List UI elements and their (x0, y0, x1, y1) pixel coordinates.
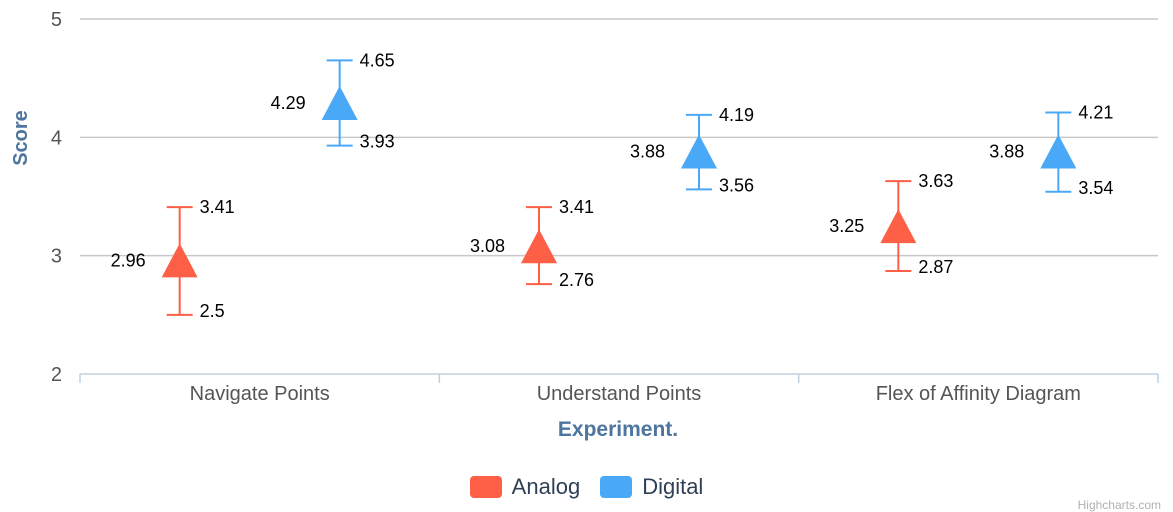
y-axis: 2 3 4 5 (51, 9, 62, 386)
error-low-label: 2.76 (559, 270, 594, 290)
data-point (161, 243, 198, 278)
data-label: 2.96 (111, 250, 146, 270)
error-low-label: 2.87 (918, 257, 953, 277)
x-tick-label: Navigate Points (190, 383, 330, 405)
y-tick-label: 2 (51, 364, 62, 386)
error-low-label: 3.54 (1078, 178, 1113, 198)
error-high-label: 3.41 (559, 197, 594, 217)
legend-item-analog[interactable]: Analog (469, 474, 581, 500)
legend: Analog Digital (0, 474, 1173, 500)
x-axis-title: Experiment. (558, 418, 678, 441)
error-low-label: 2.5 (200, 301, 225, 321)
data-point (521, 229, 557, 264)
data-label: 3.88 (989, 142, 1024, 162)
data-label: 3.25 (829, 216, 864, 236)
data-point (321, 86, 358, 121)
legend-label-digital: Digital (642, 474, 704, 499)
error-low-label: 3.93 (360, 132, 395, 152)
y-tick-label: 5 (51, 9, 62, 31)
data-label: 4.29 (271, 93, 306, 113)
series-analog: 2.96 3.41 2.5 3.08 3.41 2.76 3.25 3.63 2.87 (111, 171, 954, 321)
x-tick-label: Understand Points (537, 383, 702, 405)
x-axis: Navigate Points Understand Points Flex of … (79, 373, 1159, 405)
legend-label-analog: Analog (511, 474, 581, 499)
y-tick-label: 4 (51, 127, 62, 149)
series-digital: 4.29 4.65 3.93 3.88 4.19 3.56 3.88 4.21 3.54 (271, 50, 1114, 197)
y-axis-title: Score (10, 110, 32, 166)
error-high-label: 4.21 (1078, 102, 1113, 122)
data-point (681, 134, 717, 169)
error-low-label: 3.56 (719, 175, 754, 195)
series-layer: 2.963.412.53.083.412.763.253.632.874.294… (111, 50, 1114, 320)
chart: Navigate Points Understand Points Flex of … (10, 9, 1159, 441)
y-tick-label: 3 (51, 246, 62, 268)
error-high-label: 4.65 (360, 50, 395, 70)
legend-swatch-digital (600, 476, 633, 498)
data-label: 3.08 (470, 236, 505, 256)
error-high-label: 3.63 (918, 171, 953, 191)
error-high-label: 4.19 (719, 105, 754, 125)
data-label: 3.88 (630, 142, 665, 162)
x-tick-label: Flex of Affinity Diagram (876, 383, 1081, 405)
data-point (880, 209, 917, 244)
credits[interactable]: Highcharts.com (1077, 498, 1161, 512)
legend-item-digital[interactable]: Digital (600, 474, 703, 500)
grid-lines (80, 18, 1158, 257)
data-point (1040, 134, 1077, 169)
legend-swatch-analog (469, 476, 502, 498)
error-high-label: 3.41 (200, 197, 235, 217)
